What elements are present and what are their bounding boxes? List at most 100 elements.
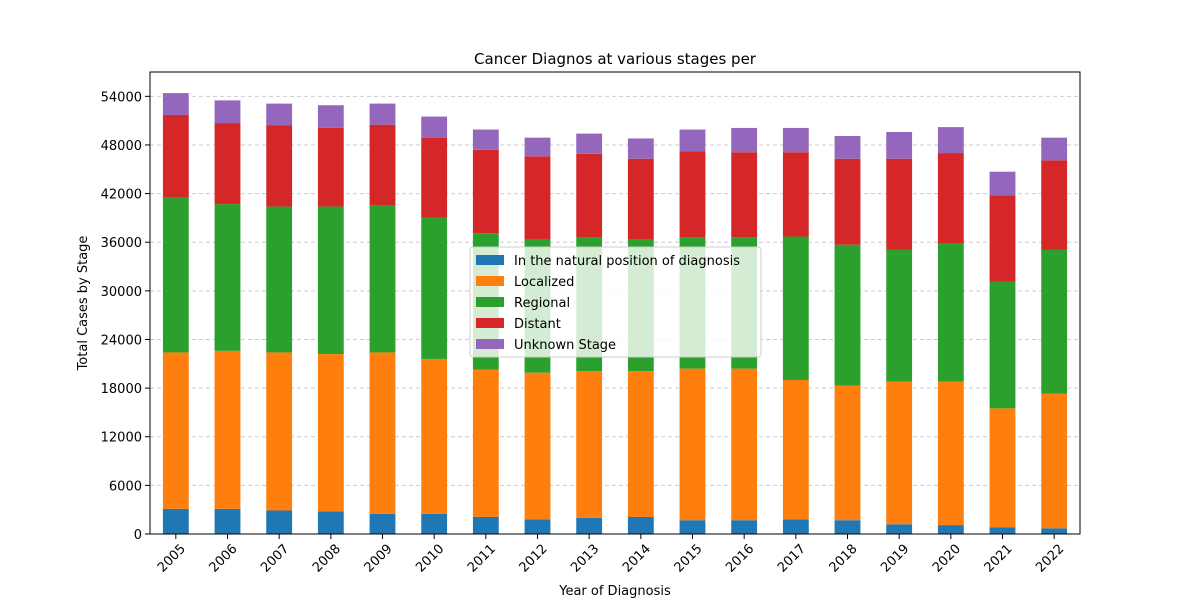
bar-segment-2006-0 <box>214 508 241 534</box>
y-tick-label: 0 <box>134 528 142 543</box>
bar-segment-2008-3 <box>317 127 344 207</box>
bar-segment-2022-0 <box>1041 528 1068 534</box>
bar-segment-2016-1 <box>731 368 758 521</box>
x-tick-label: 2022 <box>1033 542 1067 576</box>
bar-segment-2012-3 <box>524 156 551 239</box>
bar-segment-2014-1 <box>627 371 654 517</box>
bar-segment-2013-0 <box>576 517 603 534</box>
bar-segment-2006-2 <box>214 204 241 351</box>
x-tick-label: 2016 <box>723 542 757 576</box>
bar-segment-2013-3 <box>576 153 603 238</box>
x-tick-label: 2012 <box>517 542 551 576</box>
legend-entry: In the natural position of diagnosis <box>514 254 740 269</box>
bar-segment-2009-4 <box>369 103 396 125</box>
bar-segment-2009-2 <box>369 205 396 353</box>
x-tick-label: 2006 <box>207 542 241 576</box>
legend-swatch <box>476 318 504 328</box>
bar-segment-2014-4 <box>627 138 654 159</box>
bar-segment-2017-2 <box>782 236 809 380</box>
bar-segment-2022-1 <box>1041 393 1068 529</box>
bar-segment-2016-3 <box>731 152 758 238</box>
x-axis-label: Year of Diagnosis <box>558 584 671 599</box>
bar-segment-2014-0 <box>627 516 654 534</box>
bar-segment-2021-0 <box>989 527 1016 534</box>
bar-segment-2010-0 <box>421 513 448 534</box>
bar-segment-2007-2 <box>266 206 293 353</box>
bar-segment-2009-1 <box>369 352 396 514</box>
bar-segment-2013-4 <box>576 133 603 154</box>
bar-segment-2009-3 <box>369 124 396 206</box>
y-tick-label: 36000 <box>101 236 142 251</box>
y-tick-label: 18000 <box>101 382 142 397</box>
bar-segment-2008-0 <box>317 511 344 534</box>
bar-segment-2013-1 <box>576 371 603 518</box>
bar-segment-2020-3 <box>937 153 964 244</box>
x-tick-label: 2020 <box>930 542 964 576</box>
bar-segment-2011-3 <box>472 149 499 234</box>
bar-segment-2020-0 <box>937 525 964 534</box>
y-tick-label: 54000 <box>101 90 142 105</box>
bar-segment-2008-1 <box>317 354 344 512</box>
bar-segment-2006-4 <box>214 100 241 124</box>
bar-segment-2021-3 <box>989 195 1016 282</box>
bar-segment-2017-3 <box>782 152 809 237</box>
bar-segment-2016-0 <box>731 520 758 534</box>
legend-entry: Regional <box>514 296 570 311</box>
bar-segment-2008-4 <box>317 105 344 128</box>
x-tick-label: 2010 <box>413 542 447 576</box>
bar-segment-2012-4 <box>524 137 551 157</box>
bar-segment-2014-3 <box>627 158 654 240</box>
bar-segment-2021-2 <box>989 281 1016 409</box>
bar-segment-2005-1 <box>162 352 189 509</box>
bar-segment-2021-1 <box>989 408 1016 528</box>
bar-segment-2012-1 <box>524 372 551 520</box>
bar-segment-2011-4 <box>472 129 499 150</box>
x-tick-label: 2014 <box>620 542 654 576</box>
bar-segment-2015-3 <box>679 151 706 238</box>
bar-segment-2012-0 <box>524 519 551 534</box>
y-tick-label: 6000 <box>109 479 142 494</box>
bar-segment-2005-4 <box>162 93 189 115</box>
bar-segment-2007-1 <box>266 352 293 511</box>
x-tick-label: 2013 <box>568 542 602 576</box>
bar-segment-2010-1 <box>421 358 448 514</box>
y-tick-label: 42000 <box>101 188 142 203</box>
bar-segment-2019-2 <box>886 249 913 382</box>
bar-segment-2006-1 <box>214 350 241 509</box>
x-tick-label: 2009 <box>362 542 396 576</box>
x-tick-label: 2018 <box>827 542 861 576</box>
legend-box <box>469 246 762 358</box>
bar-segment-2018-3 <box>834 158 861 245</box>
x-tick-label: 2007 <box>258 542 292 576</box>
y-axis-label: Total Cases by Stage <box>76 236 91 372</box>
plot-frame <box>149 71 1081 535</box>
bar-segment-2016-4 <box>731 127 758 153</box>
bar-segment-2018-1 <box>834 385 861 521</box>
x-tick-label: 2008 <box>310 542 344 576</box>
bar-segment-2007-4 <box>266 103 293 126</box>
legend: In the natural position of diagnosis Loca… <box>469 246 762 358</box>
bar-segment-2017-1 <box>782 380 809 520</box>
bar-segment-2018-0 <box>834 520 861 534</box>
bar-segment-2017-0 <box>782 519 809 534</box>
bar-segment-2022-3 <box>1041 160 1068 250</box>
y-tick-label: 12000 <box>101 431 142 446</box>
bar-segment-2015-0 <box>679 520 706 534</box>
bar-segment-2011-1 <box>472 369 499 517</box>
x-tick-label: 2015 <box>672 542 706 576</box>
bar-segment-2009-0 <box>369 513 396 534</box>
legend-entry: Localized <box>514 275 574 290</box>
bar-segment-2017-4 <box>782 127 809 153</box>
bar-segment-2020-1 <box>937 381 964 526</box>
x-tick-label: 2019 <box>878 542 912 576</box>
bar-segment-2019-4 <box>886 131 913 159</box>
bar-segment-2022-2 <box>1041 249 1068 394</box>
y-tick-label: 24000 <box>101 333 142 348</box>
bar-segment-2019-0 <box>886 524 913 534</box>
bar-segment-2010-2 <box>421 217 448 359</box>
bar-segment-2005-2 <box>162 197 189 353</box>
x-tick-label: 2021 <box>982 542 1016 576</box>
y-tick-label: 30000 <box>101 285 142 300</box>
bar-segment-2007-3 <box>266 125 293 207</box>
